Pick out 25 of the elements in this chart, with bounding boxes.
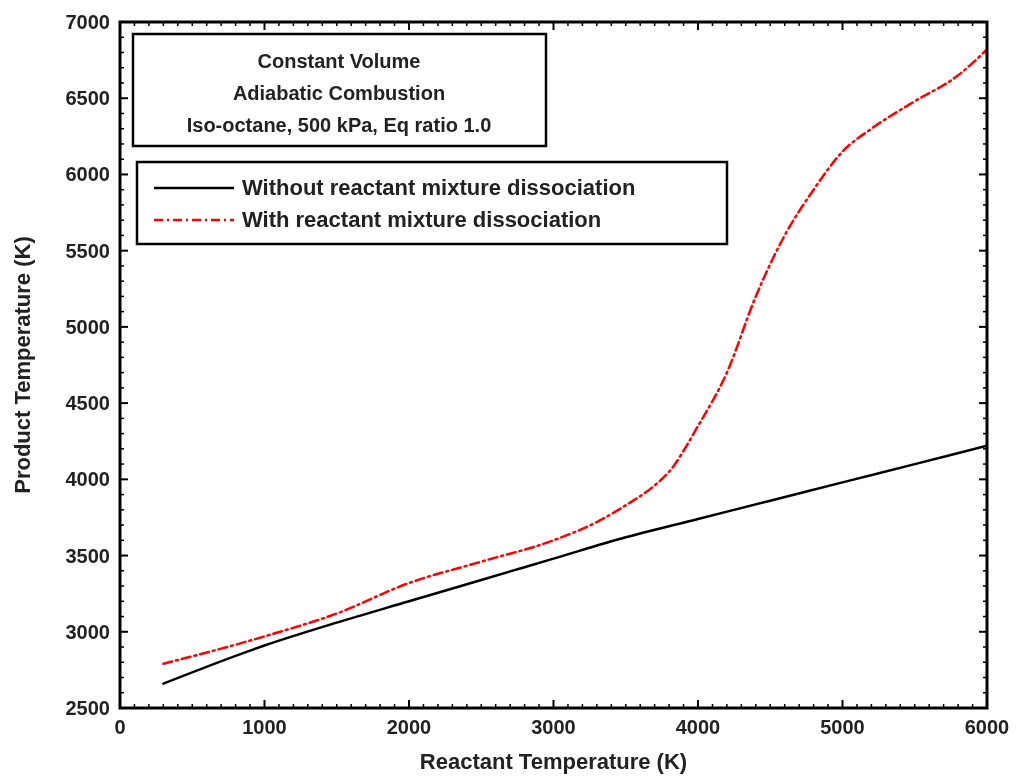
x-tick-label: 6000 bbox=[964, 716, 1010, 738]
y-tick-label: 3500 bbox=[65, 544, 110, 567]
y-tick-label: 2500 bbox=[65, 697, 110, 719]
x-axis-title: Reactant Temperature (K) bbox=[419, 749, 688, 774]
annotation: Constant Volume bbox=[257, 50, 421, 72]
annotation: Iso-octane, 500 kPa, Eq ratio 1.0 bbox=[186, 114, 492, 136]
y-tick-label: 6000 bbox=[65, 163, 110, 186]
legend-label: Without reactant mixture dissociation bbox=[242, 175, 636, 200]
y-tick-label: 3000 bbox=[65, 620, 110, 643]
y-tick-label: 4000 bbox=[65, 468, 110, 491]
y-axis-title: Product Temperature (K) bbox=[10, 236, 35, 494]
y-tick-label: 4500 bbox=[65, 392, 110, 415]
x-tick-label: 3000 bbox=[531, 716, 576, 738]
x-tick-label: 5000 bbox=[820, 716, 865, 738]
y-tick-label: 5500 bbox=[65, 239, 110, 262]
x-tick-label: 1000 bbox=[242, 716, 287, 738]
x-tick-label: 4000 bbox=[675, 716, 721, 738]
y-tick-label: 5000 bbox=[65, 315, 110, 338]
line-series bbox=[162, 48, 987, 666]
legend-label: With reactant mixture dissociation bbox=[242, 207, 602, 232]
x-tick-label: 0 bbox=[114, 716, 126, 738]
x-tick-label: 2000 bbox=[386, 716, 432, 738]
y-tick-label: 7000 bbox=[65, 11, 110, 33]
annotation: Adiabatic Combustion bbox=[232, 82, 446, 104]
y-tick-label: 6500 bbox=[65, 87, 110, 110]
